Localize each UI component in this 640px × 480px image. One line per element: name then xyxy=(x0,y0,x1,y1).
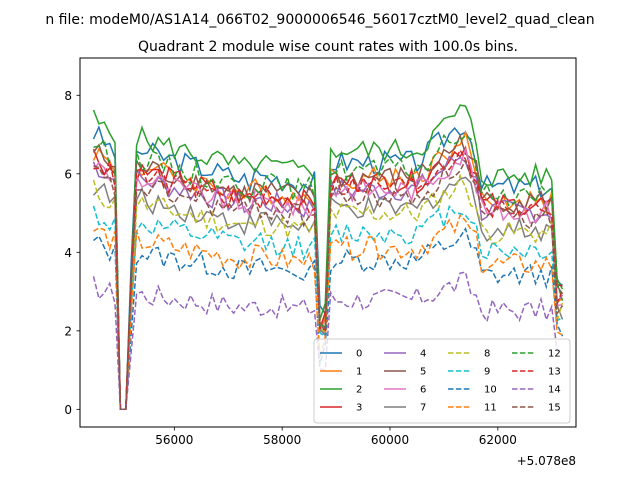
x-axis: 56000 58000 60000 62000 xyxy=(155,427,517,447)
axes-frame xyxy=(79,57,577,428)
legend-label-0: 0 xyxy=(356,349,362,360)
series-line-10 xyxy=(93,227,564,411)
legend-label-1: 1 xyxy=(356,367,362,378)
x-tick-label: 58000 xyxy=(263,433,301,447)
x-tick-label: 56000 xyxy=(155,433,193,447)
y-tick-label: 0 xyxy=(64,403,72,417)
series-line-11 xyxy=(93,213,563,411)
legend-label-11: 11 xyxy=(484,403,497,414)
series-line-9 xyxy=(92,204,563,411)
legend-label-15: 15 xyxy=(548,403,561,414)
y-tick-label: 4 xyxy=(64,246,72,260)
legend-label-3: 3 xyxy=(356,403,362,414)
legend-box xyxy=(313,338,571,424)
series-line-12 xyxy=(93,133,564,411)
legend-label-5: 5 xyxy=(420,367,426,378)
series-line-2 xyxy=(92,104,564,411)
series-layer xyxy=(92,104,564,411)
x-offset-label: +5.078e8 xyxy=(517,454,576,468)
legend-label-2: 2 xyxy=(356,385,362,396)
legend-label-6: 6 xyxy=(420,385,426,396)
series-line-13 xyxy=(93,148,564,411)
legend-label-10: 10 xyxy=(484,385,497,396)
y-axis: 0 2 4 6 8 xyxy=(64,89,80,417)
x-tick-label: 62000 xyxy=(479,433,517,447)
legend-label-7: 7 xyxy=(420,403,426,414)
legend-label-13: 13 xyxy=(548,367,561,378)
legend-label-8: 8 xyxy=(484,349,490,360)
y-tick-label: 6 xyxy=(64,167,72,181)
x-tick-label: 60000 xyxy=(371,433,409,447)
chart-title: Quadrant 2 module wise count rates with … xyxy=(138,39,518,55)
suptitle: n file: modeM0/AS1A14_066T02_9000006546_… xyxy=(45,12,594,28)
y-tick-label: 8 xyxy=(64,89,72,103)
series-line-15 xyxy=(93,158,564,411)
legend-label-12: 12 xyxy=(548,349,561,360)
series-line-14 xyxy=(92,271,563,411)
legend-label-14: 14 xyxy=(548,385,561,396)
legend-label-4: 4 xyxy=(420,349,426,360)
y-tick-label: 2 xyxy=(64,324,72,338)
legend-label-9: 9 xyxy=(484,367,490,378)
